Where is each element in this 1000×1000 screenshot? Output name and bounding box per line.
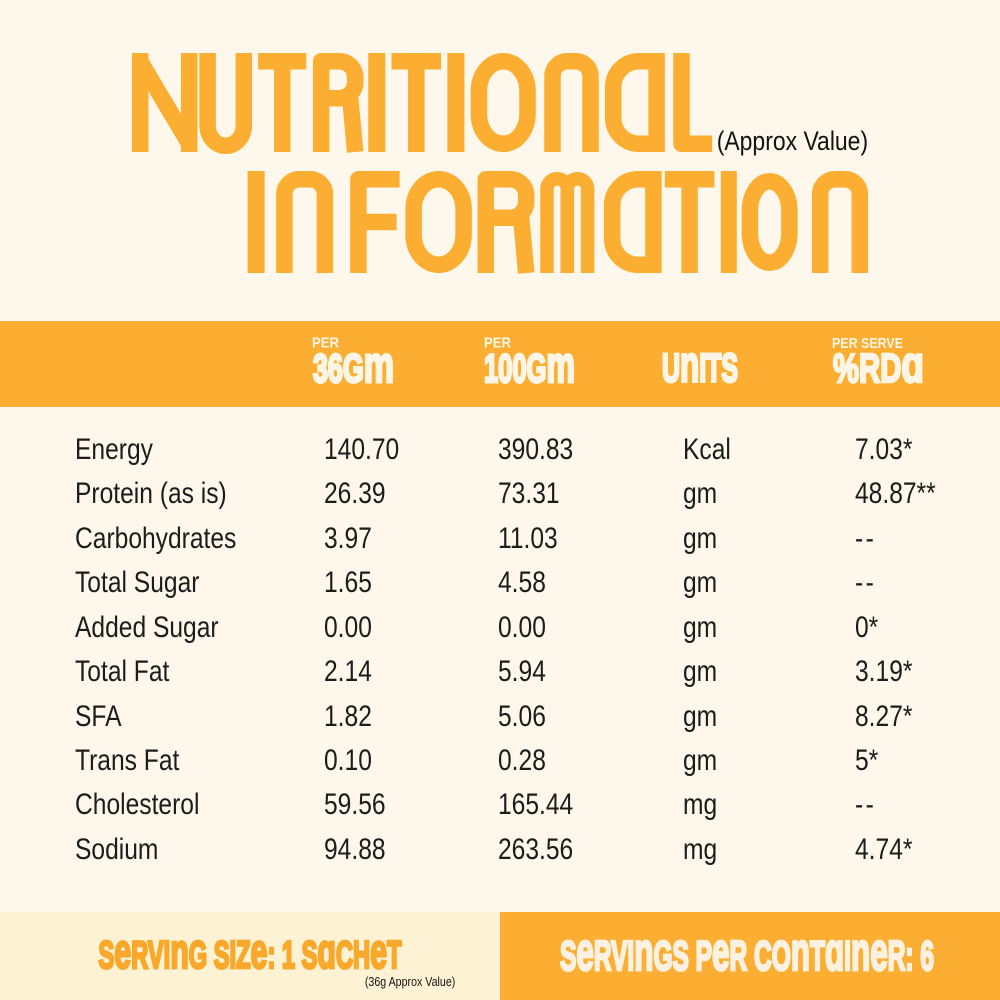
svg-text:SeRVInG SIZe: 1 SɑCHeT: SeRVInG SIZe: 1 SɑCHeT [99, 924, 402, 979]
svg-text:SeRVInGS PeR COnTɑIneR: 6: SeRVInGS PeR COnTɑIneR: 6 [560, 922, 934, 982]
svg-text:36Gm: 36Gm [313, 336, 394, 393]
svg-text:UnITS: UnITS [662, 336, 738, 393]
svg-text:PER: PER [484, 336, 511, 352]
svg-text:PER SERVE: PER SERVE [832, 336, 903, 352]
svg-text:PER: PER [312, 336, 339, 352]
